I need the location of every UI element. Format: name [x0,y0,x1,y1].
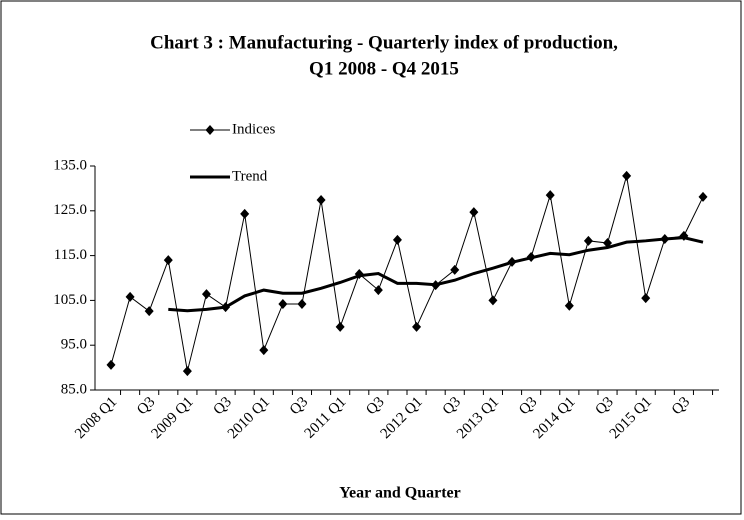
data-point [373,285,383,296]
y-tick-label: 135.0 [53,157,87,173]
data-point [392,234,402,245]
y-tick-label: 125.0 [53,202,87,218]
y-tick-label: 85.0 [61,381,87,397]
data-point [469,207,479,218]
data-point [163,255,173,266]
data-point [488,295,498,306]
legend-label: Trend [232,168,268,184]
data-point [412,321,422,332]
legend-label: Indices [232,121,275,137]
data-point [545,190,555,201]
y-tick-label: 115.0 [54,247,87,263]
data-point [316,195,326,206]
data-point [144,306,154,317]
data-point [641,293,651,304]
data-point [278,298,288,309]
chart-subtitle: Q1 2008 - Q4 2015 [309,58,459,79]
data-point [125,291,135,302]
data-point [583,235,593,246]
data-point [106,359,116,370]
data-point [622,170,632,181]
series-line [168,236,704,313]
data-point [297,298,307,309]
data-point [201,289,211,300]
x-axis-title: Year and Quarter [339,485,460,502]
y-tick-label: 95.0 [61,337,87,353]
chart-title: Chart 3 : Manufacturing - Quarterly inde… [150,32,618,53]
data-point [698,191,708,202]
data-point [564,300,574,311]
legend-marker [205,125,215,135]
data-point [335,321,345,332]
data-point [240,208,250,219]
y-tick-label: 105.0 [53,292,87,308]
data-point [450,264,460,275]
data-point [182,366,192,377]
data-point [259,345,269,356]
